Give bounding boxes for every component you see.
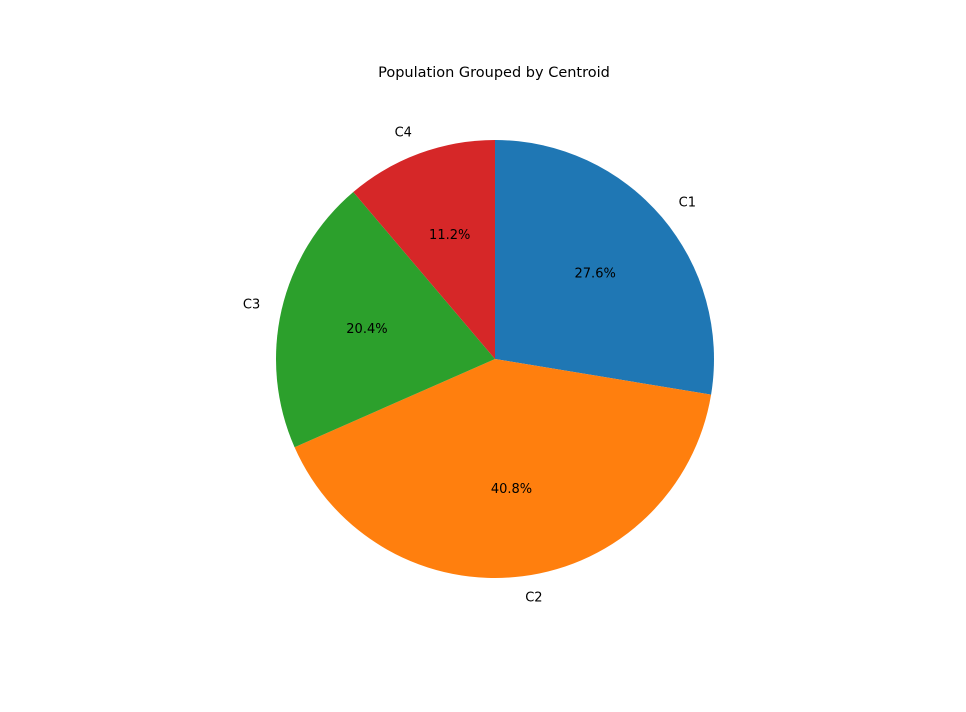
pie-pct-label-c2: 40.8% (491, 482, 532, 497)
pie-pct-label-c1: 27.6% (575, 266, 616, 281)
pie-slice-c4 (353, 140, 495, 359)
pie-label-c2: C2 (525, 591, 542, 606)
pie-slices (276, 140, 715, 578)
pie-pct-label-c3: 20.4% (346, 322, 387, 337)
pie-slice-c2 (294, 359, 712, 578)
pie-label-c1: C1 (679, 196, 696, 211)
pie-label-c4: C4 (395, 125, 412, 140)
pie-pct-label-c4: 11.2% (429, 228, 470, 243)
pie-slice-c1 (495, 140, 715, 395)
pie-slice-c3 (276, 192, 495, 448)
chart-title: Population Grouped by Centroid (378, 65, 610, 81)
pie-labels: 27.6% C1 40.8% C2 20.4% C3 11.2% C4 (243, 125, 696, 605)
pie-label-c3: C3 (243, 297, 260, 312)
